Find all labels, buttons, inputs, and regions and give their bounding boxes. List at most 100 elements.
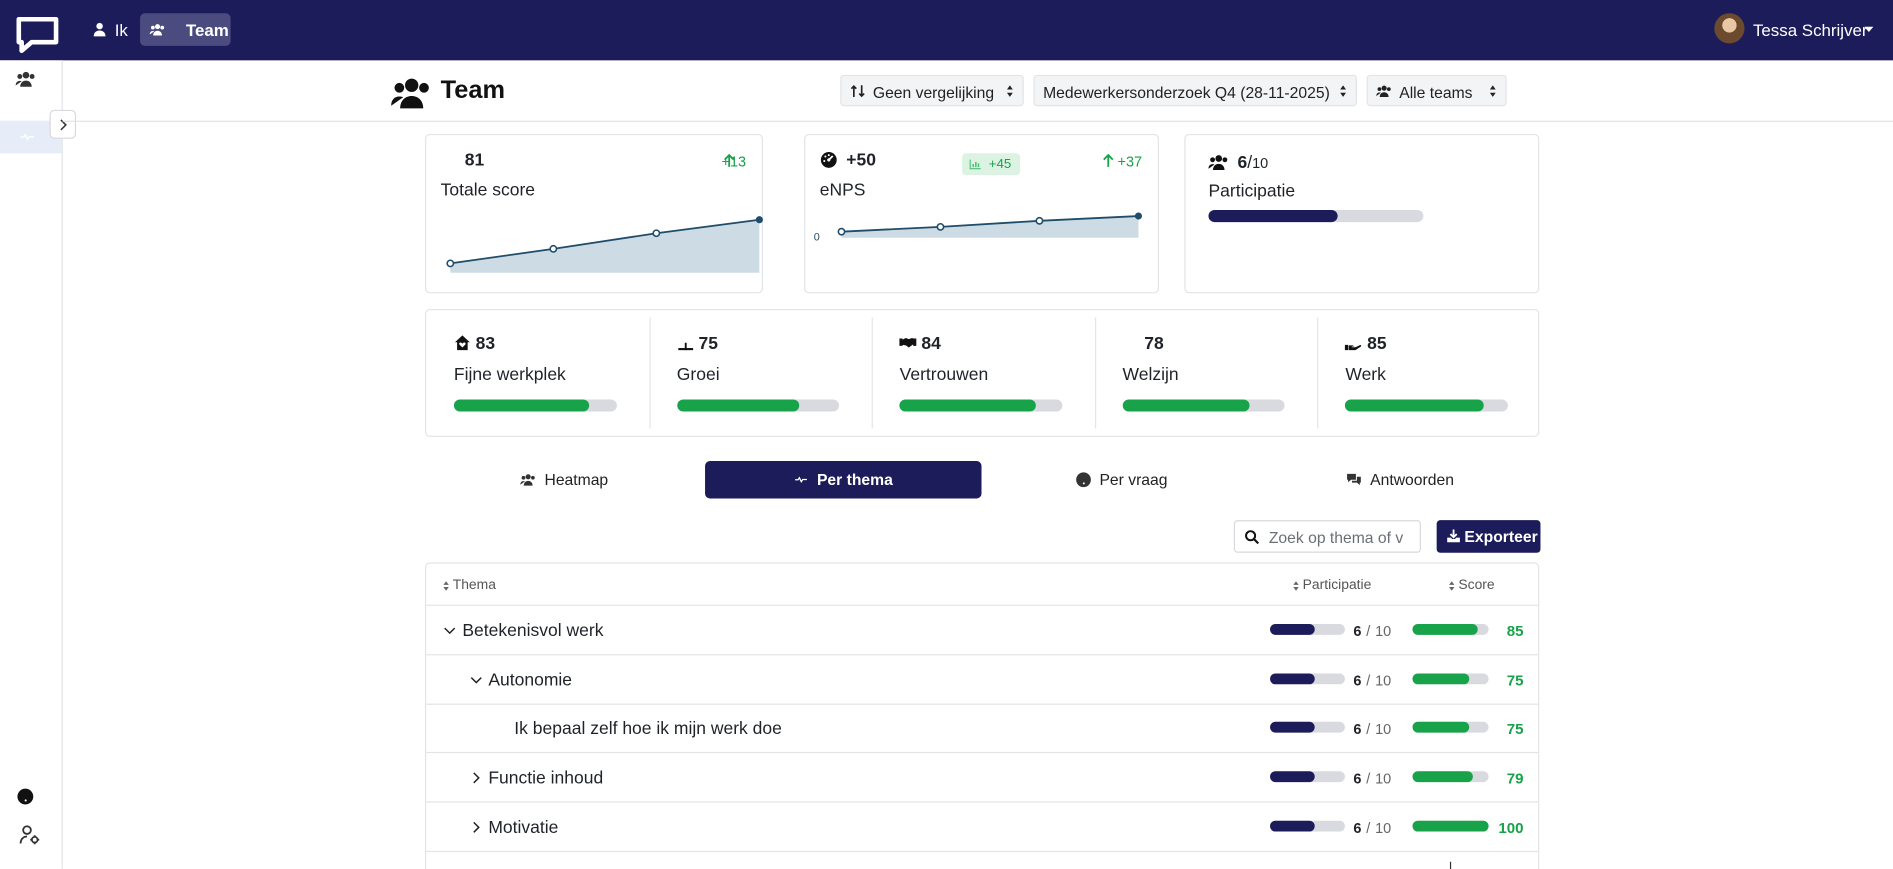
theme-bar	[1345, 399, 1484, 412]
summary-card: +50 +45 +37 eNPS 0	[804, 133, 1159, 294]
table-row[interactable]: Motivatie 6/10 100	[426, 802, 1539, 852]
column-header[interactable]: Participatie	[1291, 578, 1371, 593]
tab[interactable]: Heatmap	[426, 461, 702, 498]
theme-icon	[899, 338, 917, 348]
respondents: 6	[1353, 770, 1362, 788]
side-help	[17, 788, 34, 805]
user-caret	[1864, 26, 1874, 32]
theme-bar	[676, 399, 799, 412]
trend-point	[936, 222, 945, 231]
top-nav: Ik Team Tessa Schrijver	[0, 0, 1893, 61]
filter-label: Alle teams	[1399, 83, 1473, 102]
export-button[interactable]: Exporteer	[1436, 520, 1541, 553]
filter-select[interactable]: Medewerkersonderzoek Q4 (28-11-2025)	[1033, 74, 1357, 107]
participation-bar	[1270, 722, 1315, 734]
theme-name: Werk	[1345, 365, 1386, 386]
row-toggle	[444, 627, 456, 635]
divider	[1094, 317, 1096, 429]
row-score: 79	[1506, 770, 1524, 788]
nav-label: Ik	[114, 20, 128, 40]
tab-bar: Heatmap Per thema Per vraag Antwoorden	[424, 457, 1540, 500]
table-row[interactable]: Functie inhoud 6/10 79	[426, 753, 1539, 803]
row-score: 100	[1498, 819, 1524, 837]
filter-caret	[1006, 85, 1013, 97]
user-menu[interactable]: Tessa Schrijver	[1713, 12, 1882, 46]
side-heart	[19, 133, 34, 145]
row-name: Autonomie	[488, 670, 573, 690]
card-label: Participatie	[1208, 182, 1296, 202]
change-arrow	[724, 153, 735, 167]
sidebar-toggle[interactable]	[49, 109, 77, 139]
participation-ratio: 6/10	[1237, 154, 1268, 172]
theme-name: Groei	[676, 365, 720, 386]
card-value: 81	[464, 150, 485, 171]
row-name: Ik bepaal zelf hoe ik mijn werk doe	[514, 719, 782, 740]
filter-icon	[1376, 85, 1391, 98]
theme-score: 85	[1367, 334, 1387, 354]
table-row[interactable]: Autonomie 6/10 75	[426, 655, 1539, 705]
ratio-separator: /	[1366, 671, 1371, 689]
avatar	[1714, 13, 1745, 44]
row-name: Functie inhoud	[488, 768, 604, 789]
benchmark-value: +45	[988, 156, 1012, 172]
summary-card: 81 +13 Totale score	[424, 133, 763, 294]
tab[interactable]: Per vraag	[983, 461, 1259, 498]
row-name: Motivatie	[488, 818, 559, 838]
card-icon	[442, 156, 457, 168]
theme-bar	[899, 399, 1037, 412]
toggle-icon	[60, 119, 67, 131]
tab[interactable]: Per thema	[704, 461, 981, 499]
brand-logo	[16, 16, 59, 54]
participation-ratio: 6/10	[1353, 771, 1391, 785]
card-value: +50	[846, 150, 877, 171]
column-header[interactable]: Thema	[441, 578, 496, 593]
nav-label: Team	[185, 20, 229, 40]
theme-icon	[454, 335, 470, 351]
export-icon	[1447, 529, 1460, 543]
theme-name: Fijne werkplek	[453, 365, 566, 386]
sort-icon	[443, 580, 449, 591]
filter-select[interactable]: Alle teams	[1366, 74, 1507, 107]
participation-bar	[1208, 210, 1338, 223]
column-header[interactable]: Score	[1446, 578, 1495, 593]
filter-icon	[850, 85, 865, 98]
theme-icon	[1124, 339, 1138, 350]
tab-icon	[1075, 472, 1091, 488]
participation-bar	[1270, 673, 1315, 684]
filter-label: Geen vergelijking	[872, 83, 995, 102]
scroll-marker	[1449, 861, 1452, 869]
nav-icon	[93, 22, 106, 37]
search-input[interactable]: Zoek op thema of v	[1233, 520, 1421, 553]
score-bar	[1412, 623, 1478, 635]
ratio-separator: /	[1366, 819, 1371, 837]
theme-score: 83	[475, 334, 496, 354]
trend-point	[1134, 212, 1143, 220]
score-bar	[1412, 820, 1489, 832]
table-row[interactable]: Betekenisvol werk 6/10 85	[426, 606, 1539, 656]
export-label: Exporteer	[1464, 527, 1538, 546]
participation-bar	[1270, 623, 1315, 635]
card-change: +13	[721, 153, 747, 171]
filter-select[interactable]: Geen vergelijking	[840, 74, 1024, 107]
sidebar	[0, 60, 63, 869]
row-toggle	[472, 772, 480, 784]
nav-item[interactable]: Ik	[82, 13, 130, 46]
participation-ratio: 6/10	[1353, 624, 1391, 638]
card-label: Totale score	[440, 181, 536, 201]
theme-icon	[1345, 339, 1362, 351]
user-name: Tessa Schrijver	[1752, 20, 1868, 40]
total: 10	[1375, 819, 1392, 837]
tab[interactable]: Antwoorden	[1262, 461, 1538, 498]
card-label: eNPS	[819, 181, 866, 201]
respondents: 6	[1353, 671, 1362, 689]
theme-bar	[1122, 399, 1250, 412]
nav-item[interactable]: Team	[140, 13, 231, 46]
participation-ratio: 6/10	[1353, 820, 1391, 834]
ratio-separator: /	[1366, 622, 1371, 640]
trend-point	[1035, 216, 1044, 225]
row-score: 75	[1506, 720, 1524, 738]
search-placeholder: Zoek op thema of v	[1268, 528, 1404, 547]
filter-caret	[1489, 85, 1496, 97]
